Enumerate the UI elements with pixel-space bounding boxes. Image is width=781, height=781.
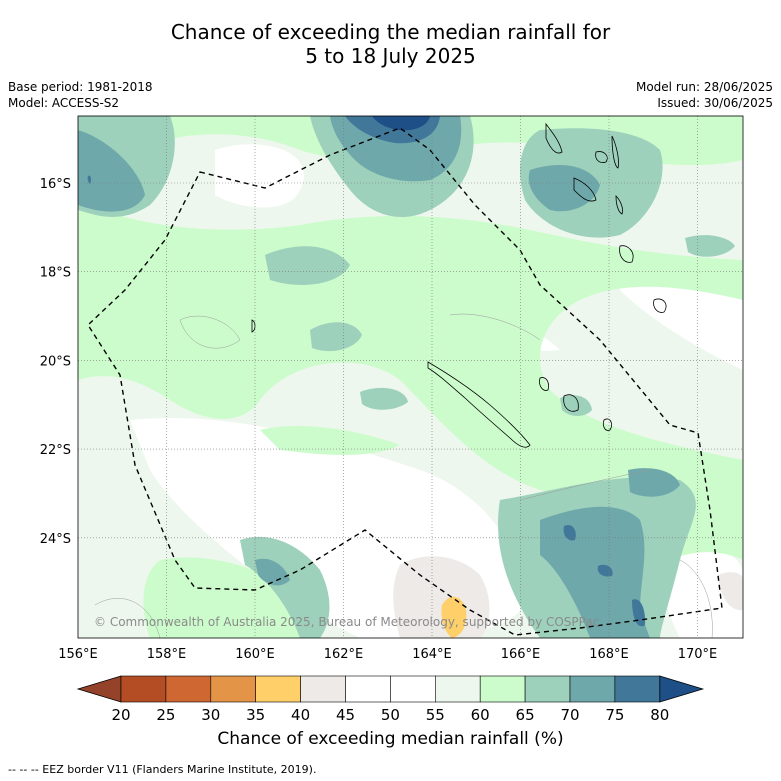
land-loyalty-2	[563, 394, 579, 412]
colorbar-segment	[300, 675, 346, 703]
lon-tick-label: 158°E	[147, 647, 187, 662]
lon-tick-label: 166°E	[501, 647, 541, 662]
colorbar-segment	[255, 675, 301, 703]
colorbar-over-triangle	[659, 675, 705, 703]
eez-footnote: -- -- -- EEZ border V11 (Flanders Marine…	[8, 763, 317, 776]
lon-tick-label: 160°E	[235, 647, 275, 662]
region-green-main	[78, 200, 743, 520]
colorbar-tick-labels: 20 25 30 35 40 45 50 55 60 65 70 75 80	[111, 706, 669, 724]
colorbar-tick: 30	[201, 706, 220, 724]
lon-tick-label: 170°E	[678, 647, 718, 662]
colorbar-tick: 25	[156, 706, 175, 724]
colorbar-tick: 70	[560, 706, 579, 724]
region-teal-west	[265, 246, 350, 285]
lat-tick-label: 20°S	[40, 354, 71, 369]
lon-tick-label: 164°E	[412, 647, 452, 662]
region-white-north	[215, 144, 304, 208]
lon-tick-label: 156°E	[58, 647, 98, 662]
eez-border	[87, 127, 723, 636]
base-period: Base period: 1981-2018	[8, 80, 153, 94]
colorbar	[76, 675, 705, 703]
colorbar-tick: 60	[471, 706, 490, 724]
colorbar-segment	[434, 675, 481, 703]
region-teal-small	[360, 387, 408, 410]
region-teal-center	[310, 322, 362, 352]
colorbar-segment	[120, 675, 167, 703]
lat-tick-label: 18°S	[40, 266, 71, 281]
region-darkblue-n	[372, 116, 430, 131]
land-loyalty-1	[539, 377, 549, 391]
colorbar-segment	[345, 675, 391, 703]
title-line-2: 5 to 18 July 2025	[305, 44, 476, 68]
region-blueteal-e	[628, 468, 680, 497]
longitude-labels: 156°E 158°E 160°E 162°E 164°E 166°E 168°E 170°E	[58, 647, 717, 662]
region-blueteal-nw	[78, 130, 145, 212]
colorbar-segment	[390, 675, 436, 703]
region-blue-se3	[632, 599, 646, 627]
coastlines	[251, 122, 667, 448]
latitude-labels: 16°S 18°S 20°S 22°S 24°S	[40, 177, 71, 547]
region-blue-nw-dot	[87, 175, 92, 184]
title-line-1: Chance of exceeding the median rainfall …	[170, 20, 611, 44]
region-blueteal-se	[540, 506, 650, 638]
colorbar-segment	[479, 675, 526, 703]
lon-tick-label: 168°E	[589, 647, 629, 662]
colorbar-segment	[614, 675, 661, 703]
colorbar-tick: 20	[111, 706, 130, 724]
colorbar-tick: 75	[605, 706, 624, 724]
region-grey-east	[718, 572, 743, 611]
colorbar-segment	[210, 675, 257, 703]
model-run: Model run: 28/06/2025	[635, 80, 773, 94]
region-blue-se2	[597, 564, 613, 577]
colorbar-tick: 65	[516, 706, 535, 724]
colorbar-under-triangle	[76, 675, 122, 703]
colorbar-tick: 35	[246, 706, 265, 724]
colorbar-tick: 80	[650, 706, 669, 724]
region-teal-coast	[560, 395, 592, 416]
region-green-mid	[260, 425, 400, 455]
model-name: Model: ACCESS-S2	[8, 96, 120, 110]
map-frame	[77, 115, 744, 639]
colorbar-tick: 45	[336, 706, 355, 724]
region-blueteal-ne	[528, 165, 600, 212]
copyright-notice: © Commonwealth of Australia 2025, Bureau…	[94, 615, 600, 629]
land-vanuatu-1	[545, 122, 563, 154]
colorbar-tick: 40	[291, 706, 310, 724]
colorbar-segment	[165, 675, 212, 703]
region-blue-se1	[563, 524, 576, 541]
land-vanuatu-2	[573, 177, 597, 202]
land-matthew	[653, 298, 667, 313]
rainfall-field	[78, 116, 743, 638]
colorbar-segment	[524, 675, 571, 703]
lon-tick-label: 162°E	[324, 647, 364, 662]
colorbar-segment	[569, 675, 616, 703]
colorbar-label: Chance of exceeding median rainfall (%)	[217, 729, 564, 749]
region-orange-south	[441, 596, 467, 638]
issued-date: Issued: 30/06/2025	[657, 96, 773, 110]
land-vanuatu-5	[615, 195, 623, 215]
land-new-caledonia	[427, 361, 531, 448]
land-vanuatu-4	[611, 135, 619, 169]
lat-tick-label: 16°S	[40, 177, 71, 192]
lat-tick-label: 24°S	[40, 532, 71, 547]
land-vanuatu-3	[595, 151, 608, 163]
contour-lines	[94, 313, 713, 638]
land-loyalty-3	[602, 418, 612, 431]
colorbar-tick: 55	[426, 706, 445, 724]
colorbar-tick: 50	[381, 706, 400, 724]
lat-tick-label: 22°S	[40, 443, 71, 458]
graticule	[78, 116, 743, 638]
land-vanuatu-6	[619, 245, 634, 263]
region-blueteal-sw	[255, 558, 290, 586]
